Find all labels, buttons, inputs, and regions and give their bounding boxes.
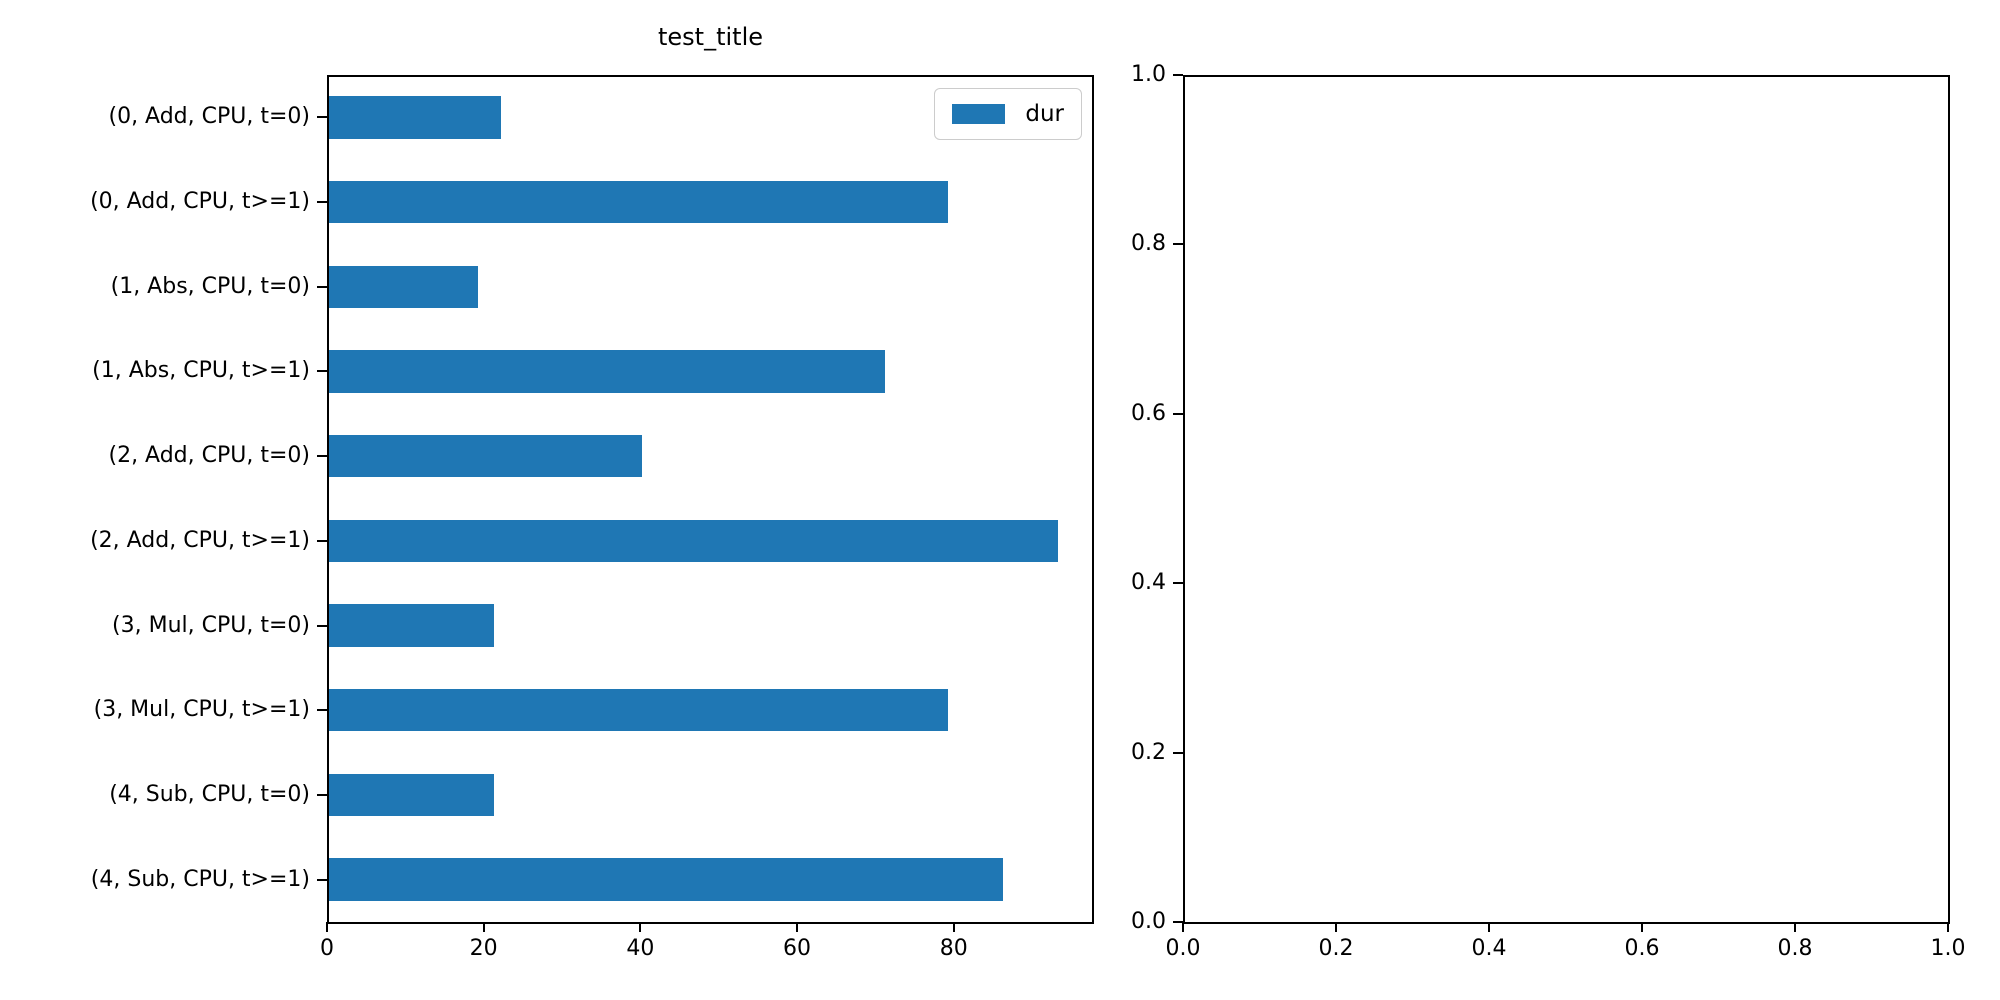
y-tick-label: 0.2 — [1131, 739, 1166, 765]
y-tick-label: 0.8 — [1131, 231, 1166, 257]
bar-(2, Add, CPU, t=0) — [329, 434, 643, 478]
y-tick — [317, 455, 327, 458]
y-tick — [1173, 751, 1183, 754]
y-tick — [317, 709, 327, 712]
x-tick — [482, 922, 485, 932]
chart-title: test_title — [657, 23, 763, 51]
bar-(1, Abs, CPU, t>=1) — [329, 350, 886, 393]
category-label: (4, Sub, CPU, t>=1) — [90, 866, 310, 892]
y-tick-label: 0.0 — [1131, 909, 1166, 934]
category-label: (0, Add, CPU, t>=1) — [90, 189, 310, 215]
bars-layer — [329, 77, 1092, 922]
x-tick-label: 0.4 — [1471, 936, 1507, 961]
y-tick-label: 1.0 — [1131, 62, 1166, 87]
x-tick-label: 0 — [320, 936, 334, 961]
x-tick-label: 20 — [469, 936, 498, 961]
y-tick-label: 0.4 — [1131, 570, 1166, 596]
x-tick-label: 80 — [939, 936, 968, 961]
right-empty-axes — [1183, 75, 1950, 924]
bar-(4, Sub, CPU, t=0) — [329, 773, 494, 817]
y-tick — [317, 624, 327, 627]
x-tick — [1488, 922, 1490, 932]
category-label: (0, Add, CPU, t=0) — [108, 104, 310, 130]
x-tick-label: 0.8 — [1777, 936, 1813, 961]
category-label: (4, Sub, CPU, t=0) — [109, 781, 310, 807]
x-tick — [639, 922, 642, 932]
x-tick-label: 0.6 — [1624, 936, 1660, 961]
bar-(3, Mul, CPU, t>=1) — [329, 689, 948, 732]
y-tick — [317, 878, 327, 881]
bar-(2, Add, CPU, t>=1) — [329, 519, 1058, 563]
y-tick — [1173, 921, 1183, 923]
y-tick — [317, 201, 327, 204]
bar-(0, Add, CPU, t=0) — [329, 96, 502, 139]
bar-(4, Sub, CPU, t>=1) — [329, 858, 1003, 901]
x-tick — [1335, 922, 1337, 932]
y-tick — [1173, 412, 1183, 415]
legend-label-dur: dur — [1025, 101, 1064, 127]
bar-(1, Abs, CPU, t=0) — [329, 265, 478, 308]
y-tick-label: 0.6 — [1131, 400, 1166, 426]
bar-(3, Mul, CPU, t=0) — [329, 604, 494, 647]
y-tick — [317, 285, 327, 288]
x-tick — [1794, 922, 1796, 932]
x-tick — [1947, 922, 1949, 932]
x-tick — [1182, 922, 1184, 932]
x-tick-label: 60 — [783, 936, 812, 961]
x-tick-label: 1.0 — [1930, 936, 1966, 961]
left-bar-chart-axes: dur — [327, 75, 1094, 924]
y-tick — [1173, 582, 1183, 585]
y-tick — [317, 793, 327, 796]
category-label: (3, Mul, CPU, t=0) — [112, 612, 310, 638]
x-tick — [1641, 922, 1643, 932]
x-tick-label: 40 — [626, 936, 655, 961]
x-tick — [796, 922, 799, 932]
legend: dur — [934, 88, 1082, 140]
x-tick — [952, 922, 955, 932]
y-tick — [317, 539, 327, 542]
category-label: (3, Mul, CPU, t>=1) — [93, 697, 310, 723]
category-label: (1, Abs, CPU, t>=1) — [92, 358, 310, 384]
y-tick — [317, 370, 327, 373]
category-label: (1, Abs, CPU, t=0) — [110, 273, 310, 299]
bar-(0, Add, CPU, t>=1) — [329, 180, 948, 224]
x-tick — [326, 922, 328, 932]
x-tick-label: 0.2 — [1318, 936, 1354, 961]
x-tick-label: 0.0 — [1165, 936, 1201, 961]
category-label: (2, Add, CPU, t>=1) — [90, 527, 310, 553]
category-label: (2, Add, CPU, t=0) — [108, 443, 310, 469]
legend-swatch-dur — [952, 104, 1006, 124]
y-tick — [1173, 243, 1183, 246]
y-tick — [1173, 74, 1183, 76]
y-tick — [317, 116, 327, 119]
